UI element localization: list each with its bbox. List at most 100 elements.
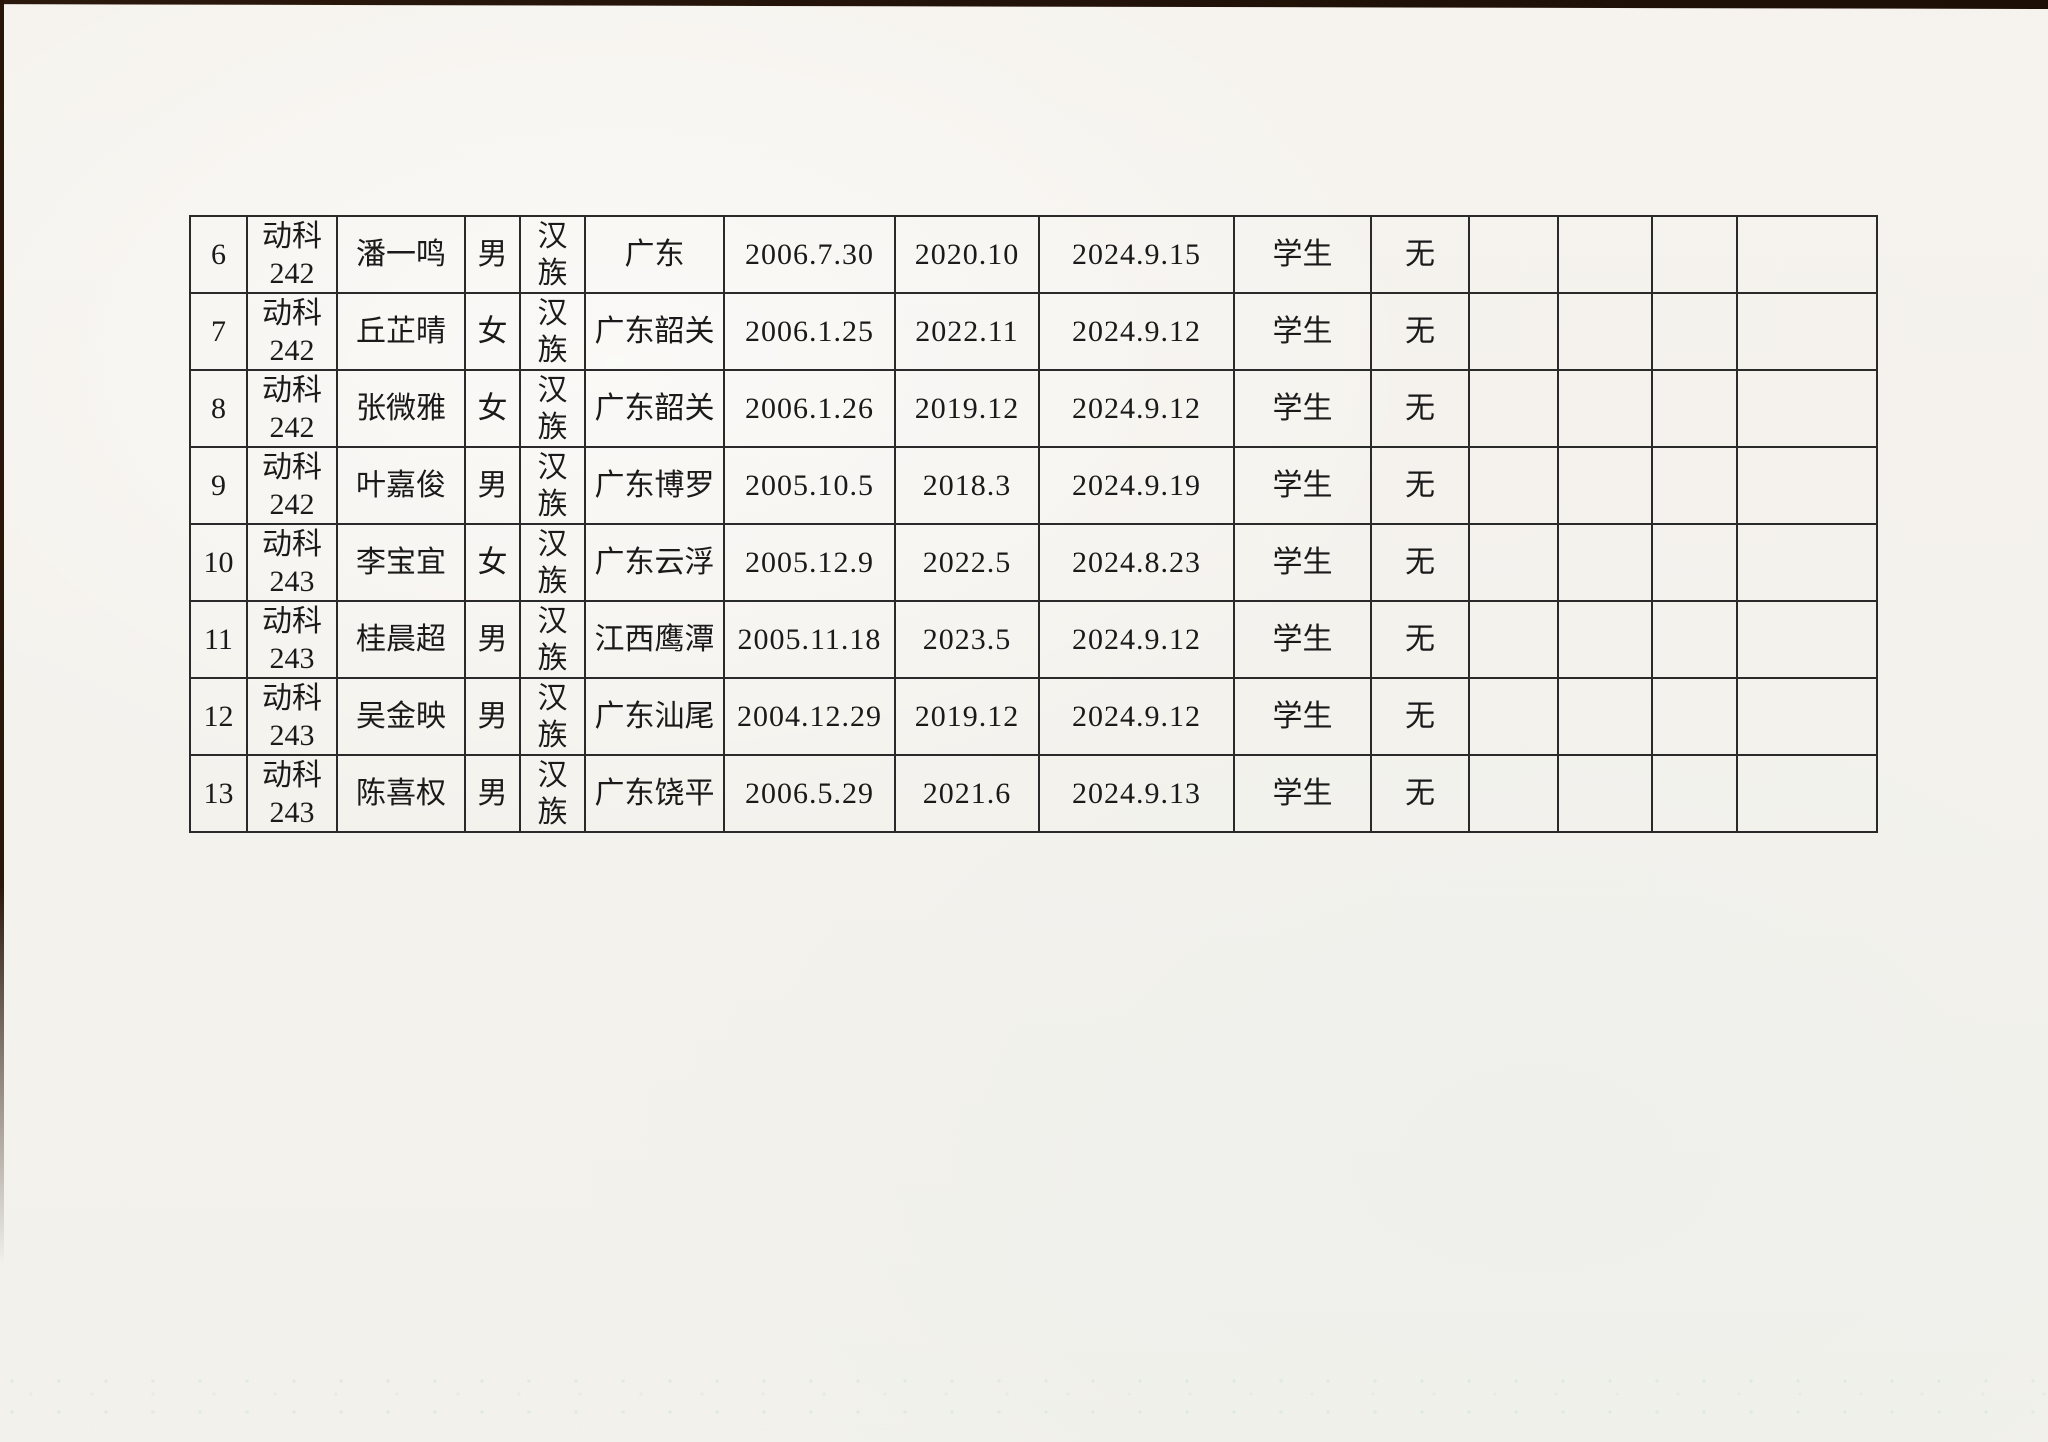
cell-class-line: 242 <box>269 256 315 290</box>
cell-class-line: 动科 <box>262 296 322 330</box>
cell-empty <box>1468 523 1559 602</box>
cell-empty <box>1557 600 1653 679</box>
cell-row-number: 7 <box>189 292 248 371</box>
cell-ethnicity-line: 汉 <box>537 219 568 253</box>
cell-class: 动科 242 <box>246 369 338 448</box>
cell-row-number: 6 <box>189 215 248 294</box>
cell-date-3: 2024.9.15 <box>1038 215 1235 294</box>
cell-ethnicity: 汉族 <box>519 292 586 371</box>
cell-origin: 广东汕尾 <box>584 677 725 756</box>
cell-ethnicity-line: 族 <box>537 256 568 290</box>
cell-class-line: 动科 <box>262 219 322 253</box>
cell-empty <box>1651 600 1738 679</box>
cell-empty <box>1468 215 1559 294</box>
cell-role: 学生 <box>1233 677 1372 756</box>
cell-class-line: 动科 <box>262 450 322 484</box>
cell-class: 动科 243 <box>246 523 338 602</box>
cell-class-line: 动科 <box>262 373 322 407</box>
cell-birth-date: 2005.12.9 <box>723 523 896 602</box>
scan-top-edge <box>0 0 2048 10</box>
cell-gender: 女 <box>464 292 521 371</box>
cell-date-2: 2020.10 <box>894 215 1040 294</box>
cell-class-line: 243 <box>269 641 315 675</box>
cell-ethnicity-line: 族 <box>537 410 568 444</box>
cell-birth-date: 2004.12.29 <box>723 677 896 756</box>
table-row: 9 动科 242 叶嘉俊男汉族广东博罗 2005.10.5 2018.3 2024.9.19… <box>189 446 1878 525</box>
cell-empty <box>1468 292 1559 371</box>
cell-ethnicity: 汉族 <box>519 446 586 525</box>
cell-empty <box>1651 754 1738 833</box>
cell-origin: 广东 <box>584 215 725 294</box>
cell-row-number: 13 <box>189 754 248 833</box>
cell-class-line: 243 <box>269 718 315 752</box>
cell-remark: 无 <box>1370 754 1470 833</box>
cell-name: 李宝宜 <box>336 523 466 602</box>
cell-empty <box>1651 292 1738 371</box>
cell-remark: 无 <box>1370 600 1470 679</box>
cell-birth-date: 2006.1.26 <box>723 369 896 448</box>
cell-empty <box>1736 446 1878 525</box>
cell-remark: 无 <box>1370 292 1470 371</box>
cell-empty <box>1468 754 1559 833</box>
cell-empty <box>1736 523 1878 602</box>
cell-empty <box>1736 369 1878 448</box>
table-body: 6 动科 242 潘一鸣男汉族广东 2006.7.30 2020.10 2024.9.15 学… <box>189 215 1878 833</box>
cell-class-line: 动科 <box>262 758 322 792</box>
cell-name: 吴金映 <box>336 677 466 756</box>
cell-name: 叶嘉俊 <box>336 446 466 525</box>
cell-empty <box>1468 369 1559 448</box>
cell-empty <box>1736 754 1878 833</box>
cell-date-2: 2021.6 <box>894 754 1040 833</box>
cell-ethnicity-line: 族 <box>537 487 568 521</box>
cell-date-3: 2024.9.12 <box>1038 292 1235 371</box>
cell-empty <box>1557 446 1653 525</box>
table-row: 13 动科 243 陈喜权男汉族广东饶平 2006.5.29 2021.6 2024.9.1… <box>189 754 1878 833</box>
cell-date-2: 2019.12 <box>894 677 1040 756</box>
cell-remark: 无 <box>1370 215 1470 294</box>
cell-birth-date: 2006.1.25 <box>723 292 896 371</box>
student-roster-table: 6 动科 242 潘一鸣男汉族广东 2006.7.30 2020.10 2024.9.15 学… <box>189 215 1878 833</box>
cell-row-number: 10 <box>189 523 248 602</box>
cell-class-line: 243 <box>269 795 315 829</box>
cell-ethnicity-line: 汉 <box>537 527 568 561</box>
cell-class: 动科 242 <box>246 446 338 525</box>
cell-empty <box>1651 215 1738 294</box>
cell-gender: 女 <box>464 369 521 448</box>
cell-empty <box>1468 677 1559 756</box>
cell-date-3: 2024.9.19 <box>1038 446 1235 525</box>
cell-row-number: 12 <box>189 677 248 756</box>
cell-origin: 广东博罗 <box>584 446 725 525</box>
cell-birth-date: 2005.10.5 <box>723 446 896 525</box>
cell-empty <box>1557 215 1653 294</box>
cell-name: 桂晨超 <box>336 600 466 679</box>
cell-ethnicity-line: 汉 <box>537 758 568 792</box>
cell-date-3: 2024.9.12 <box>1038 677 1235 756</box>
cell-date-2: 2023.5 <box>894 600 1040 679</box>
cell-remark: 无 <box>1370 677 1470 756</box>
table-row: 6 动科 242 潘一鸣男汉族广东 2006.7.30 2020.10 2024.9.15 学… <box>189 215 1878 294</box>
cell-birth-date: 2006.7.30 <box>723 215 896 294</box>
cell-name: 丘芷晴 <box>336 292 466 371</box>
cell-class-line: 动科 <box>262 527 322 561</box>
cell-role: 学生 <box>1233 292 1372 371</box>
cell-ethnicity: 汉族 <box>519 754 586 833</box>
cell-row-number: 11 <box>189 600 248 679</box>
cell-ethnicity-line: 族 <box>537 333 568 367</box>
cell-role: 学生 <box>1233 523 1372 602</box>
cell-date-2: 2018.3 <box>894 446 1040 525</box>
cell-ethnicity-line: 汉 <box>537 604 568 638</box>
cell-remark: 无 <box>1370 523 1470 602</box>
cell-ethnicity: 汉族 <box>519 215 586 294</box>
cell-name: 陈喜权 <box>336 754 466 833</box>
cell-role: 学生 <box>1233 369 1372 448</box>
cell-ethnicity: 汉族 <box>519 600 586 679</box>
cell-ethnicity-line: 族 <box>537 641 568 675</box>
cell-empty <box>1651 523 1738 602</box>
cell-gender: 男 <box>464 754 521 833</box>
cell-class-line: 动科 <box>262 681 322 715</box>
cell-empty <box>1651 369 1738 448</box>
cell-gender: 男 <box>464 677 521 756</box>
cell-empty <box>1557 754 1653 833</box>
scan-speckle-band <box>0 1372 2048 1430</box>
cell-class-line: 243 <box>269 564 315 598</box>
